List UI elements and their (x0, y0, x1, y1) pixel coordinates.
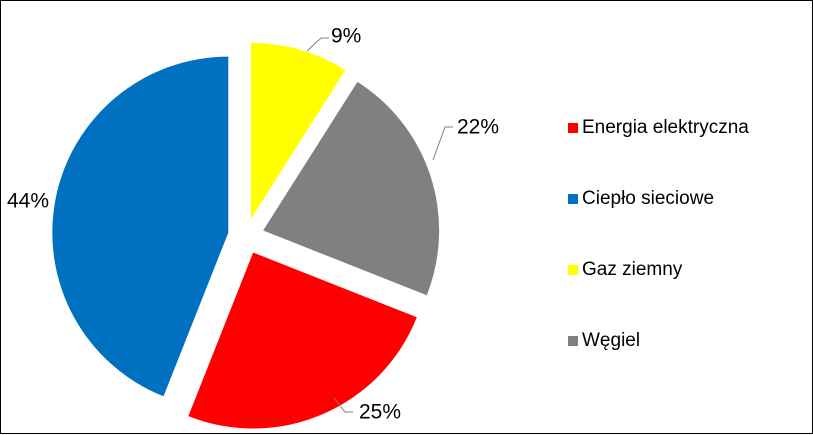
legend-label: Gaz ziemny (582, 259, 683, 280)
data-label-gaz-ziemny: 9% (331, 25, 361, 48)
legend-item-cieplo-sieciowe: Ciepło sieciowe (568, 188, 714, 209)
legend-item-energia-elektryczna: Energia elektryczna (568, 117, 749, 138)
legend-swatch (568, 123, 578, 133)
leader-lines (306, 37, 453, 413)
data-label-energia-elektryczna: 25% (359, 401, 401, 424)
leader-line-gaz-ziemny (306, 37, 329, 52)
leader-line-energia-elektryczna (333, 397, 353, 413)
pie-slice-energia-elektryczna (188, 252, 417, 429)
legend-item-gaz-ziemny: Gaz ziemny (568, 259, 683, 280)
pie-slice-gaz-ziemny (251, 42, 346, 219)
legend: Energia elektryczna Ciepło sieciowe Gaz zi… (568, 117, 749, 351)
pie-slice-cieplo-sieciowe (52, 56, 229, 397)
legend-swatch (568, 336, 578, 346)
legend-label: Ciepło sieciowe (582, 188, 714, 209)
legend-swatch (568, 265, 578, 275)
legend-item-wegiel: Węgiel (568, 330, 640, 351)
data-label-wegiel: 22% (457, 116, 499, 139)
pie-slice-wegiel (263, 81, 440, 296)
data-labels: 9% 22% 25% 44% (7, 25, 499, 424)
legend-label: Energia elektryczna (582, 117, 749, 138)
legend-swatch (568, 194, 578, 204)
legend-label: Węgiel (582, 330, 640, 351)
data-label-cieplo-sieciowe: 44% (7, 190, 49, 213)
leader-line-wegiel (432, 126, 453, 161)
pie-slices (52, 42, 440, 429)
